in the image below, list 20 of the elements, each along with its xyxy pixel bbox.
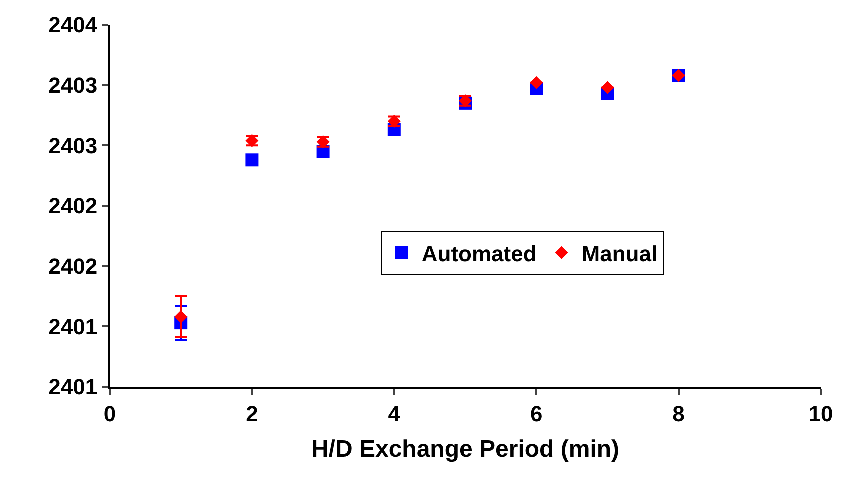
point (601, 81, 614, 94)
legend-label: Manual (582, 241, 658, 266)
x-tick-label: 0 (104, 401, 116, 426)
x-tick-label: 4 (388, 401, 402, 426)
point (530, 76, 544, 90)
point (174, 310, 188, 324)
x-axis-title: H/D Exchange Period (min) (311, 436, 620, 464)
y-tick-label: 2401 (48, 314, 98, 340)
y-tick-label: 2403 (48, 73, 98, 98)
x-tick-label: 6 (530, 401, 543, 426)
x-tick-label: 8 (672, 401, 685, 426)
y-tick-label: 2402 (48, 194, 98, 219)
y-tick-label: 2404 (48, 12, 98, 38)
x-tick-label: 2 (246, 401, 258, 426)
y-tick-label: 2403 (48, 133, 98, 158)
y-tick-label: 2402 (48, 254, 98, 280)
legend-label: Automated (422, 241, 537, 266)
y-tick-label: 2401 (48, 374, 98, 400)
x-tick-label: 10 (808, 401, 834, 426)
point (246, 154, 259, 167)
